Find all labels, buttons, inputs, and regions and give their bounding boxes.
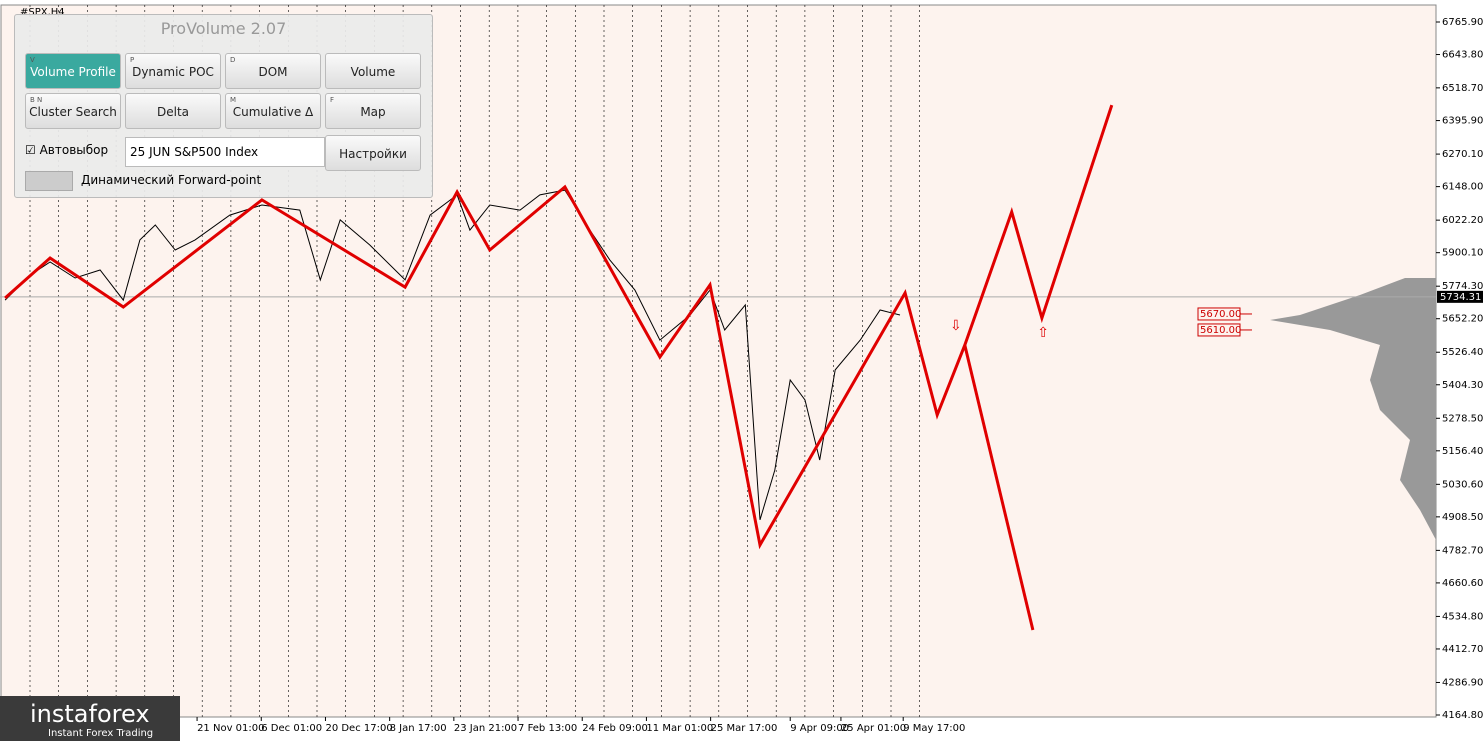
y-tick-label: 6270.10 bbox=[1442, 149, 1483, 160]
x-tick-label: 6 Dec 01:00 bbox=[261, 723, 322, 734]
x-tick-label: 24 Feb 09:00 bbox=[582, 723, 648, 734]
button-label: DOM bbox=[258, 65, 288, 79]
symbol: #SPX,H4 bbox=[20, 7, 65, 18]
tool-button[interactable]: Volume bbox=[325, 53, 421, 89]
arrow-marker: ⇩ bbox=[950, 318, 962, 334]
logo-name: instaforex bbox=[30, 700, 150, 728]
x-tick-label: 7 Feb 13:00 bbox=[518, 723, 577, 734]
tool-button[interactable]: M Cumulative Δ bbox=[225, 93, 321, 129]
y-tick-label: 6765.90 bbox=[1442, 17, 1483, 28]
x-tick-label: 21 Nov 01:00 bbox=[197, 723, 264, 734]
x-tick-label: 9 May 17:00 bbox=[903, 723, 965, 734]
current-price-box bbox=[1437, 290, 1483, 303]
settings-button[interactable]: Настройки bbox=[325, 135, 421, 171]
y-tick-label: 5030.60 bbox=[1442, 479, 1483, 490]
button-label: Dynamic POC bbox=[132, 65, 214, 79]
tool-button[interactable]: Delta bbox=[125, 93, 221, 129]
tool-button[interactable]: V Volume Profile bbox=[25, 53, 121, 89]
button-label: Cluster Search bbox=[29, 105, 117, 119]
instrument-select[interactable]: 25 JUN S&P500 Index bbox=[125, 137, 325, 167]
x-tick-label: 11 Mar 01:00 bbox=[646, 723, 713, 734]
level-label: 5610.00 bbox=[1200, 325, 1241, 336]
button-label: Volume Profile bbox=[30, 65, 116, 79]
button-label: Volume bbox=[350, 65, 396, 79]
volume-profile bbox=[1270, 278, 1436, 540]
logo: instaforex Instant Forex Trading bbox=[0, 696, 180, 741]
arrow-marker: ⇧ bbox=[1037, 325, 1049, 341]
y-tick-label: 4412.70 bbox=[1442, 644, 1483, 655]
y-tick-label: 4164.80 bbox=[1442, 710, 1483, 721]
y-tick-label: 5404.30 bbox=[1442, 380, 1483, 391]
y-tick-label: 5278.50 bbox=[1442, 413, 1483, 424]
tool-button[interactable]: P Dynamic POC bbox=[125, 53, 221, 89]
y-tick-label: 5774.30 bbox=[1442, 281, 1483, 292]
y-tick-label: 5526.40 bbox=[1442, 347, 1483, 358]
x-tick-label: 23 Jan 21:00 bbox=[454, 723, 517, 734]
logo-tagline: Instant Forex Trading bbox=[48, 728, 154, 739]
hotkey: V bbox=[30, 56, 35, 64]
y-tick-label: 5156.40 bbox=[1442, 446, 1483, 457]
button-label: Cumulative Δ bbox=[232, 105, 314, 119]
tool-button[interactable]: B N Cluster Search bbox=[25, 93, 121, 129]
panel-title: ProVolume 2.07 bbox=[160, 19, 287, 38]
y-tick-label: 5652.20 bbox=[1442, 314, 1483, 325]
y-tick-label: 6518.70 bbox=[1442, 83, 1483, 94]
toggle[interactable] bbox=[25, 171, 73, 191]
price-line bbox=[4, 189, 901, 521]
y-tick-label: 5900.10 bbox=[1442, 248, 1483, 259]
x-tick-label: 9 Apr 09:00 bbox=[790, 723, 849, 734]
hotkey: D bbox=[230, 56, 236, 64]
y-tick-label: 6148.00 bbox=[1442, 182, 1483, 193]
y-tick-label: 4908.50 bbox=[1442, 512, 1483, 523]
x-tick-label: 25 Apr 01:00 bbox=[841, 723, 906, 734]
hotkey: F bbox=[330, 96, 335, 104]
y-tick-label: 4286.90 bbox=[1442, 677, 1483, 688]
button-label: Delta bbox=[156, 105, 189, 119]
y-tick-label: 4660.60 bbox=[1442, 578, 1483, 589]
y-tick-label: 4782.70 bbox=[1442, 545, 1483, 556]
auto-checkbox[interactable]: ☑ Автовыбор bbox=[25, 143, 109, 157]
forward-label: Динамический Forward-point bbox=[81, 173, 262, 187]
tool-button[interactable]: F Map bbox=[325, 93, 421, 129]
level-label: 5670.00 bbox=[1200, 309, 1241, 320]
hotkey: B N bbox=[30, 96, 43, 104]
x-tick-label: 8 Jan 17:00 bbox=[390, 723, 447, 734]
zigzag bbox=[963, 344, 1035, 631]
tool-button[interactable]: D DOM bbox=[225, 53, 321, 89]
zigzag bbox=[4, 104, 1114, 550]
hotkey: M bbox=[230, 96, 237, 104]
auto-label: Автовыбор bbox=[39, 143, 109, 157]
y-tick-label: 4534.80 bbox=[1442, 611, 1483, 622]
y-tick-label: 6022.20 bbox=[1442, 215, 1483, 226]
y-tick-label: 6395.90 bbox=[1442, 116, 1483, 127]
y-tick-label: 6643.80 bbox=[1442, 50, 1483, 61]
x-tick-label: 25 Mar 17:00 bbox=[711, 723, 778, 734]
x-tick-label: 20 Dec 17:00 bbox=[325, 723, 392, 734]
button-label: Map bbox=[360, 105, 386, 119]
current-price-label: 5734.31 bbox=[1440, 292, 1481, 303]
provolume-panel: ProVolume 2.07 V Volume Profile P Dynamic P… bbox=[14, 14, 433, 198]
hotkey: P bbox=[130, 56, 135, 64]
